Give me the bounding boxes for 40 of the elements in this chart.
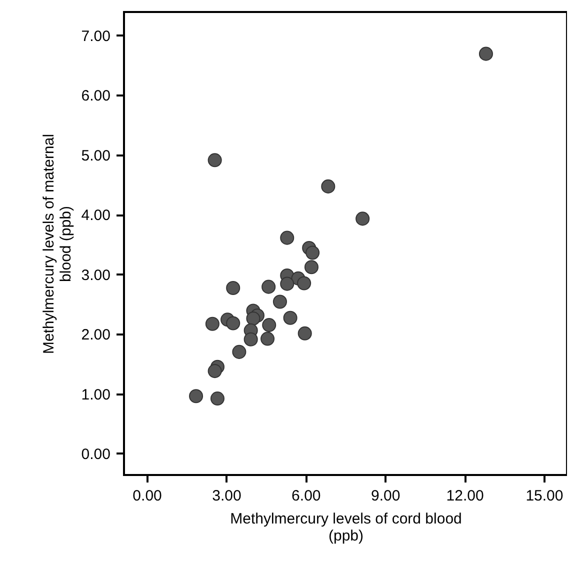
point <box>208 364 222 378</box>
point <box>321 179 336 194</box>
point <box>226 316 240 330</box>
x-axis-title: Methylmercury levels of cord blood (ppb) <box>230 510 462 544</box>
point <box>208 153 222 168</box>
point <box>232 344 246 359</box>
point <box>210 392 224 406</box>
x-tick-label: 3.00 <box>212 488 242 504</box>
point <box>306 246 320 260</box>
point <box>244 332 258 346</box>
y-tick-label: 2.00 <box>81 326 110 344</box>
y-tick-label: 6.00 <box>81 88 110 105</box>
y-tick-label: 3.00 <box>81 266 110 284</box>
y-tick-label: 7.00 <box>81 28 110 45</box>
point <box>189 389 204 404</box>
y-tick-label: 5.00 <box>81 147 110 164</box>
point <box>272 294 287 309</box>
point <box>304 260 318 274</box>
x-tick-label: 9.00 <box>370 488 400 504</box>
point <box>298 326 312 340</box>
point <box>356 212 370 226</box>
x-tick-label: 15.00 <box>526 488 564 504</box>
y-axis-title: Methylmercury levels of maternal blood (ppb) <box>40 134 74 354</box>
point <box>297 276 312 290</box>
y-tick-label: 0.00 <box>81 446 110 463</box>
x-tick-label: 0.00 <box>132 488 162 504</box>
point <box>262 280 276 294</box>
x-tick-label: 12.00 <box>446 488 484 504</box>
y-tick-label: 1.00 <box>81 386 110 404</box>
point <box>205 316 220 331</box>
point <box>280 276 294 291</box>
point <box>246 311 260 326</box>
point <box>280 230 294 245</box>
point <box>260 332 275 346</box>
y-tick-label: 4.00 <box>81 207 110 224</box>
point <box>478 46 493 61</box>
point <box>262 318 276 332</box>
point <box>283 310 298 325</box>
point <box>226 281 240 296</box>
x-tick-label: 6.00 <box>292 488 321 504</box>
